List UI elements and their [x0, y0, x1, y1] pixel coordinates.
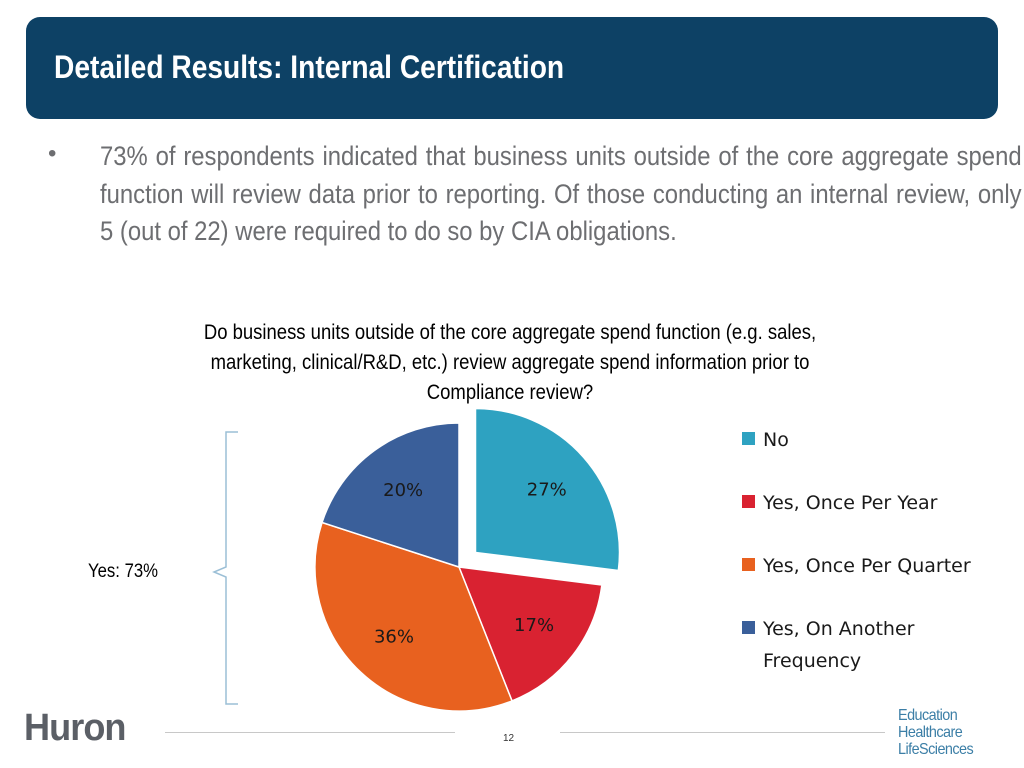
brand-lifesciences: LifeSciences — [898, 741, 974, 758]
legend-label-another-frequency: Yes, On Another Frequency — [763, 618, 915, 672]
pie-slice-yes-once-per-quarter — [314, 521, 513, 712]
pie-slice-yes-once-per-year — [457, 566, 603, 702]
legend-label-no: No — [763, 429, 789, 451]
legend-item-once-per-year: Yes, Once Per Year — [742, 488, 972, 520]
legend-label-once-per-year: Yes, Once Per Year — [763, 492, 938, 514]
legend-swatch-no — [742, 432, 755, 445]
legend-item-no: No — [742, 425, 972, 457]
pie-slice-label: 20% — [383, 480, 423, 501]
pie-slice-label: 36% — [374, 626, 414, 647]
legend-item-once-per-quarter: Yes, Once Per Quarter — [742, 551, 972, 583]
yes-bracket — [212, 431, 238, 705]
pie-slice-no — [474, 407, 621, 572]
pie-slice-label: 17% — [514, 615, 554, 636]
brand-healthcare: Healthcare — [898, 724, 963, 741]
footer-divider-left — [165, 732, 455, 733]
brand-education: Education — [898, 707, 958, 724]
brand-tagline: Education Healthcare LifeSciences — [898, 707, 1018, 758]
legend-swatch-once-per-quarter — [742, 558, 755, 571]
footer-divider-right — [560, 732, 885, 733]
bullet-marker: • — [48, 140, 57, 167]
pie-slice-yes-on-another-frequency — [321, 422, 460, 569]
chart-title: Do business units outside of the core ag… — [203, 321, 817, 404]
legend-item-another-frequency: Yes, On Another Frequency — [742, 614, 972, 677]
bullet-text: 73% of respondents indicated that busine… — [100, 141, 1022, 246]
bullet-item: • 73% of respondents indicated that busi… — [48, 138, 1022, 251]
legend-swatch-once-per-year — [742, 495, 755, 508]
huron-logo: Huron — [24, 707, 126, 749]
legend-label-once-per-quarter: Yes, Once Per Quarter — [763, 555, 971, 577]
page-title: Detailed Results: Internal Certification — [54, 49, 565, 85]
legend-swatch-another-frequency — [742, 621, 755, 634]
title-bar: Detailed Results: Internal Certification — [26, 17, 998, 119]
yes-total-label: Yes: 73% — [88, 561, 159, 582]
page-number: 12 — [503, 733, 515, 744]
pie-slice-label: 27% — [527, 480, 567, 501]
